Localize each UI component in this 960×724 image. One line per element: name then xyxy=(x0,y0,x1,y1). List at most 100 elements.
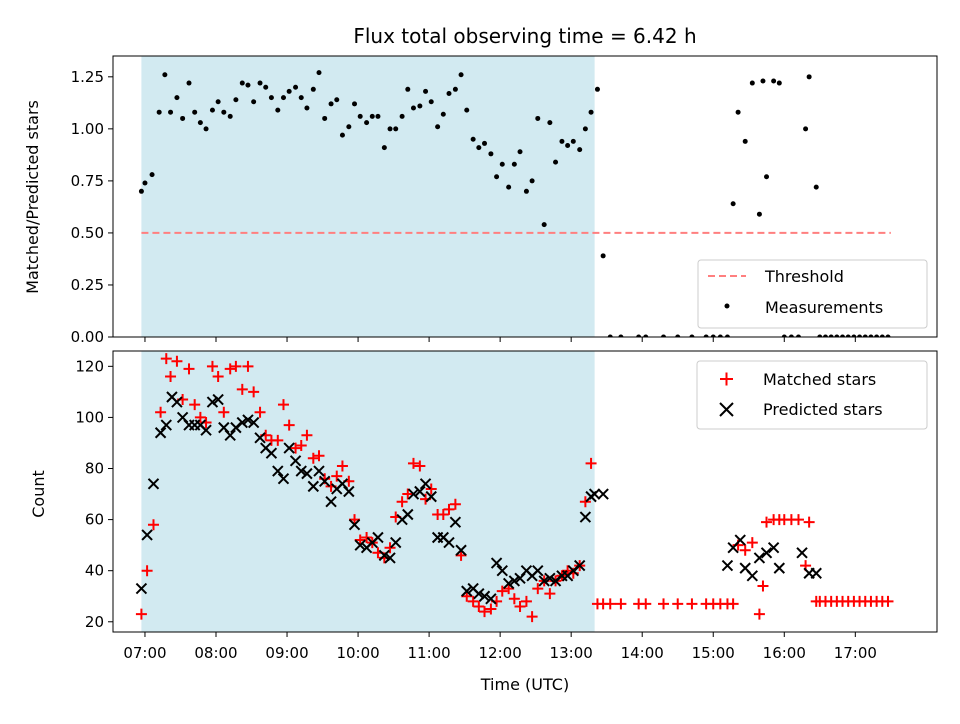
measurement-point xyxy=(535,115,541,121)
measurement-point xyxy=(862,334,868,337)
bottom-panel: 20 40 60 80 100 120 07:00 08:00 09:00 10:00 11:00 1… xyxy=(75,350,938,662)
measurement-point xyxy=(352,101,358,107)
bottom-ytick-label: 40 xyxy=(85,562,104,580)
predicted-star-point xyxy=(508,575,521,587)
measurement-point xyxy=(795,334,801,337)
predicted-star-point xyxy=(532,564,544,577)
measurement-point xyxy=(803,126,809,132)
measurement-point xyxy=(280,95,286,101)
xtick-label: 14:00 xyxy=(621,644,664,662)
predicted-star-point xyxy=(141,529,153,541)
matched-star-point xyxy=(640,598,652,610)
measurement-point xyxy=(643,334,649,337)
legend-predicted-swatch xyxy=(719,402,734,417)
predicted-star-point xyxy=(579,511,592,523)
matched-star-point xyxy=(354,534,366,546)
measurement-point xyxy=(703,334,709,337)
matched-star-point xyxy=(206,360,218,372)
predicted-star-point xyxy=(597,488,609,500)
measurement-point xyxy=(476,145,482,151)
top-ytick-label: 0.50 xyxy=(71,224,104,242)
legend-matched-label: Matched stars xyxy=(763,370,876,389)
matched-star-point xyxy=(272,434,284,446)
xtick-label: 15:00 xyxy=(692,644,735,662)
measurement-point xyxy=(813,184,819,190)
predicted-star-point xyxy=(254,432,266,444)
predicted-star-point xyxy=(402,508,414,521)
predicted-star-point xyxy=(485,593,497,605)
matched-star-point xyxy=(739,544,751,556)
matched-star-point xyxy=(283,419,295,431)
matched-star-point xyxy=(658,598,670,610)
measurement-point xyxy=(263,84,269,90)
measurement-point xyxy=(588,109,594,115)
measurement-point xyxy=(764,174,770,180)
matched-star-point xyxy=(183,363,195,375)
measurement-point xyxy=(840,334,846,337)
measurement-point xyxy=(559,138,565,144)
measurement-point xyxy=(868,334,874,337)
measurement-point xyxy=(781,334,787,337)
measurement-point xyxy=(399,113,405,119)
top-ytick-label: 0.75 xyxy=(71,172,104,190)
matched-star-point xyxy=(672,598,684,610)
matched-star-point xyxy=(503,583,515,595)
predicted-star-point xyxy=(147,478,160,490)
measurement-point xyxy=(186,80,192,86)
matched-star-point xyxy=(686,598,698,610)
measurement-point xyxy=(233,97,239,103)
matched-star-point xyxy=(727,598,739,610)
matched-star-point xyxy=(307,452,319,464)
measurement-point xyxy=(405,86,411,92)
matched-star-point xyxy=(194,411,206,423)
predicted-star-point xyxy=(419,478,432,490)
measurement-point xyxy=(221,109,227,115)
measurement-point xyxy=(156,109,162,115)
predicted-star-point xyxy=(796,547,808,559)
measurement-point xyxy=(369,113,375,119)
predicted-star-point xyxy=(425,490,437,503)
matched-star-point xyxy=(753,608,765,620)
measurement-point xyxy=(138,188,144,194)
legend-top: Threshold Measurements xyxy=(697,259,928,329)
legend-predicted-label: Predicted stars xyxy=(763,400,883,419)
measurement-point xyxy=(316,70,322,76)
predicted-star-point xyxy=(307,480,320,493)
matched-star-point xyxy=(461,590,473,602)
measurement-point xyxy=(346,124,352,130)
matched-star-point xyxy=(520,595,532,607)
top-ytick-label: 0.25 xyxy=(71,276,104,294)
measurement-point xyxy=(197,120,203,126)
measurement-point xyxy=(553,159,559,165)
xtick-label: 12:00 xyxy=(479,644,522,662)
predicted-star-point xyxy=(746,570,759,582)
predicted-star-point xyxy=(544,572,556,585)
measurement-point xyxy=(547,120,553,126)
top-ytick-label: 1.25 xyxy=(71,68,104,86)
matched-star-point xyxy=(761,516,773,528)
predicted-star-point xyxy=(490,557,503,569)
predicted-star-point xyxy=(236,416,248,429)
predicted-star-point xyxy=(242,414,254,426)
matched-star-point xyxy=(467,595,479,607)
xtick-label: 11:00 xyxy=(407,644,450,662)
matched-star-point xyxy=(277,399,289,411)
matched-star-point xyxy=(792,514,804,526)
predicted-star-point xyxy=(455,544,467,556)
measurement-point xyxy=(857,334,863,337)
predicted-star-point xyxy=(378,549,391,562)
measurement-point xyxy=(817,334,823,337)
matched-star-point xyxy=(295,440,307,452)
predicted-star-point xyxy=(343,485,355,498)
measurement-point xyxy=(771,78,777,84)
predicted-star-point xyxy=(135,582,148,595)
matched-star-point xyxy=(514,600,526,612)
matched-star-point xyxy=(147,519,159,531)
chart-title: Flux total observing time = 6.42 h xyxy=(353,24,696,48)
measurement-point xyxy=(828,334,834,337)
measurement-point xyxy=(387,126,393,132)
matched-star-point xyxy=(224,363,236,375)
measurement-point xyxy=(470,136,476,142)
measurement-point xyxy=(275,107,281,113)
xtick-label: 16:00 xyxy=(763,644,806,662)
